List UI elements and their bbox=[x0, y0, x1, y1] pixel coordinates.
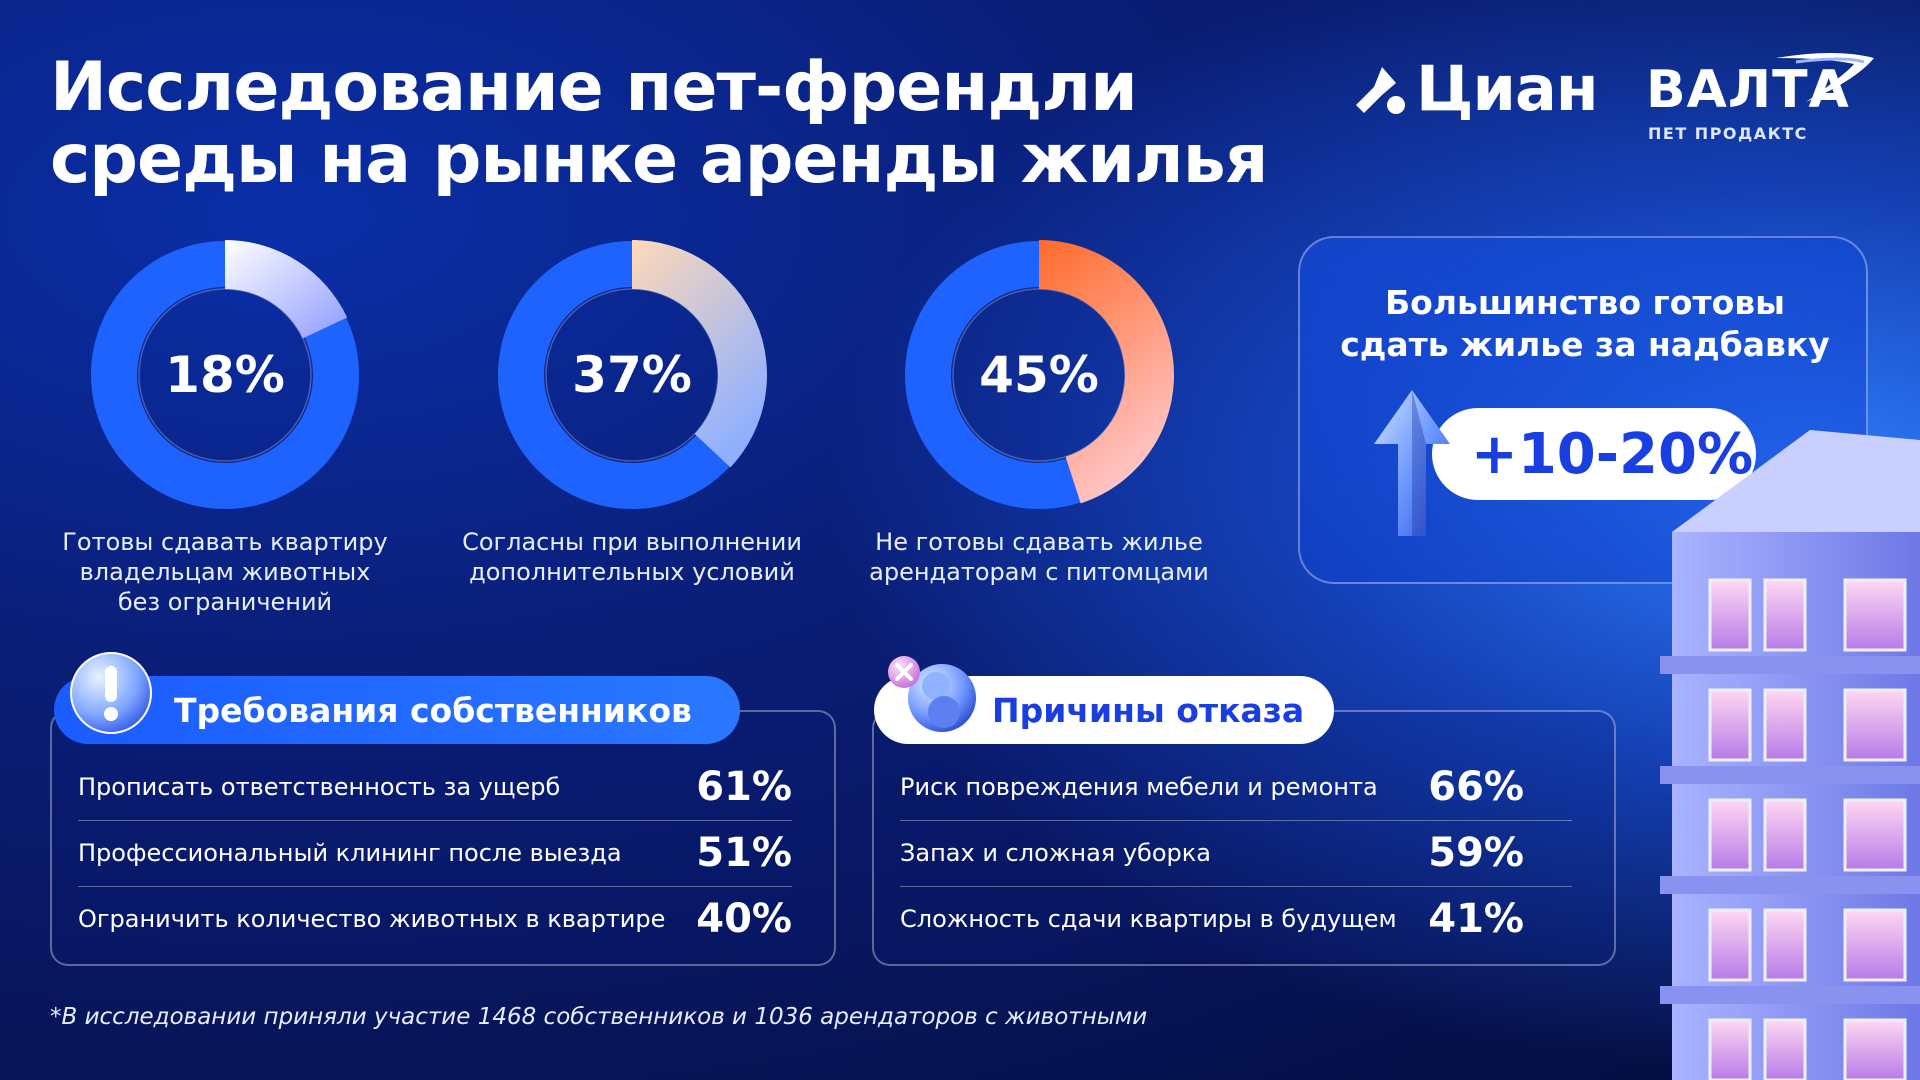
requirement-1-label: Прописать ответственность за ущерб bbox=[78, 773, 561, 801]
donut-2-value: 37% bbox=[572, 346, 692, 404]
donut-2-label: Согласны при выполнении дополнительных у… bbox=[432, 527, 832, 587]
requirement-2-value: 51% bbox=[696, 830, 792, 876]
donut-2-label-line-2: дополнительных условий bbox=[469, 558, 795, 586]
refusal-row-3: Сложность сдачи квартиры в будущем 41% bbox=[900, 886, 1524, 952]
requirements-title: Требования собственников bbox=[174, 690, 692, 730]
requirement-3-value: 40% bbox=[696, 896, 792, 942]
valta-logo: ВАЛТА ПЕТ ПРОДАКТС bbox=[1646, 50, 1876, 150]
refusal-row-2: Запах и сложная уборка 59% bbox=[900, 820, 1524, 886]
requirement-row-2: Профессиональный клининг после выезда 51… bbox=[78, 820, 792, 886]
markup-card-title: Большинство готовы сдать жилье за надбав… bbox=[1300, 282, 1870, 366]
requirements-divider-1 bbox=[78, 820, 792, 821]
donut-1-label-line-3: без ограничений bbox=[117, 588, 333, 616]
refusals-divider-2 bbox=[900, 886, 1572, 887]
cian-mark-icon bbox=[1356, 67, 1405, 114]
requirements-header-badge: Требования собственников bbox=[54, 676, 740, 744]
page-title: Исследование пет-френдли среды на рынке … bbox=[50, 48, 1268, 199]
refusal-1-label: Риск повреждения мебели и ремонта bbox=[900, 773, 1378, 801]
title-line-2: среды на рынке аренды жилья bbox=[50, 120, 1268, 199]
requirement-1-value: 61% bbox=[696, 764, 792, 810]
donut-2-label-line-1: Согласны при выполнении bbox=[462, 528, 802, 556]
requirement-3-label: Ограничить количество животных в квартир… bbox=[78, 905, 666, 933]
refusal-row-1: Риск повреждения мебели и ремонта 66% bbox=[900, 754, 1524, 820]
markup-value-pill bbox=[1432, 408, 1756, 500]
markup-value: +10-20% bbox=[1470, 421, 1754, 487]
donut-3-label-line-2: арендаторам с питомцами bbox=[869, 558, 1209, 586]
requirement-row-3: Ограничить количество животных в квартир… bbox=[78, 886, 792, 952]
donut-1-arc bbox=[225, 240, 348, 339]
donut-3-graphic bbox=[905, 240, 1174, 509]
footnote: *В исследовании приняли участие 1468 соб… bbox=[50, 1004, 1148, 1030]
exclamation-icon bbox=[68, 650, 154, 736]
donut-1-value: 18% bbox=[165, 346, 285, 404]
markup-card: Большинство готовы сдать жилье за надбав… bbox=[1298, 236, 1868, 584]
markup-card-title-line-1: Большинство готовы bbox=[1385, 283, 1785, 322]
donut-2-arc bbox=[632, 240, 767, 468]
donut-3-value: 45% bbox=[979, 346, 1099, 404]
refusal-1-value: 66% bbox=[1428, 764, 1524, 810]
refusal-2-label: Запах и сложная уборка bbox=[900, 839, 1211, 867]
refusals-panel: Риск повреждения мебели и ремонта 66% За… bbox=[872, 710, 1616, 966]
cian-logo: Циан bbox=[1352, 52, 1599, 125]
donut-3-label-line-1: Не готовы сдавать жилье bbox=[875, 528, 1203, 556]
requirement-row-1: Прописать ответственность за ущерб 61% bbox=[78, 754, 792, 820]
requirements-panel: Прописать ответственность за ущерб 61% П… bbox=[50, 710, 836, 966]
donut-chart-3: 45% bbox=[904, 240, 1174, 510]
donut-chart-1: 18% bbox=[90, 240, 360, 510]
donut-1-label-line-1: Готовы сдавать квартиру bbox=[62, 528, 388, 556]
valta-logo-text: ВАЛТА bbox=[1646, 60, 1850, 120]
donut-chart-2: 37% bbox=[497, 240, 767, 510]
refusal-3-label: Сложность сдачи квартиры в будущем bbox=[900, 905, 1397, 933]
arrow-up-icon bbox=[1374, 390, 1450, 536]
valta-swoosh-icon bbox=[1776, 53, 1874, 102]
pet-bubbles-icon bbox=[884, 650, 978, 742]
donut-3-label: Не готовы сдавать жилье арендаторам с пи… bbox=[839, 527, 1239, 587]
donut-2-graphic bbox=[498, 240, 767, 509]
requirements-divider-2 bbox=[78, 886, 792, 887]
donut-1-label: Готовы сдавать квартиру владельцам живот… bbox=[25, 527, 425, 617]
title-line-1: Исследование пет-френдли bbox=[50, 48, 1138, 127]
refusal-2-value: 59% bbox=[1428, 830, 1524, 876]
markup-card-title-line-2: сдать жилье за надбавку bbox=[1340, 325, 1830, 364]
refusal-3-value: 41% bbox=[1428, 896, 1524, 942]
requirement-2-label: Профессиональный клининг после выезда bbox=[78, 839, 622, 867]
cian-logo-text: Циан bbox=[1416, 52, 1599, 125]
donut-1-label-line-2: владельцам животных bbox=[79, 558, 371, 586]
refusals-divider-1 bbox=[900, 820, 1572, 821]
apartment-building-illustration bbox=[1660, 430, 1920, 1080]
donut-3-arc bbox=[1039, 240, 1174, 504]
refusals-title: Причины отказа bbox=[992, 690, 1305, 730]
valta-logo-subtitle: ПЕТ ПРОДАКТС bbox=[1648, 124, 1808, 143]
donut-1-graphic bbox=[91, 240, 359, 509]
